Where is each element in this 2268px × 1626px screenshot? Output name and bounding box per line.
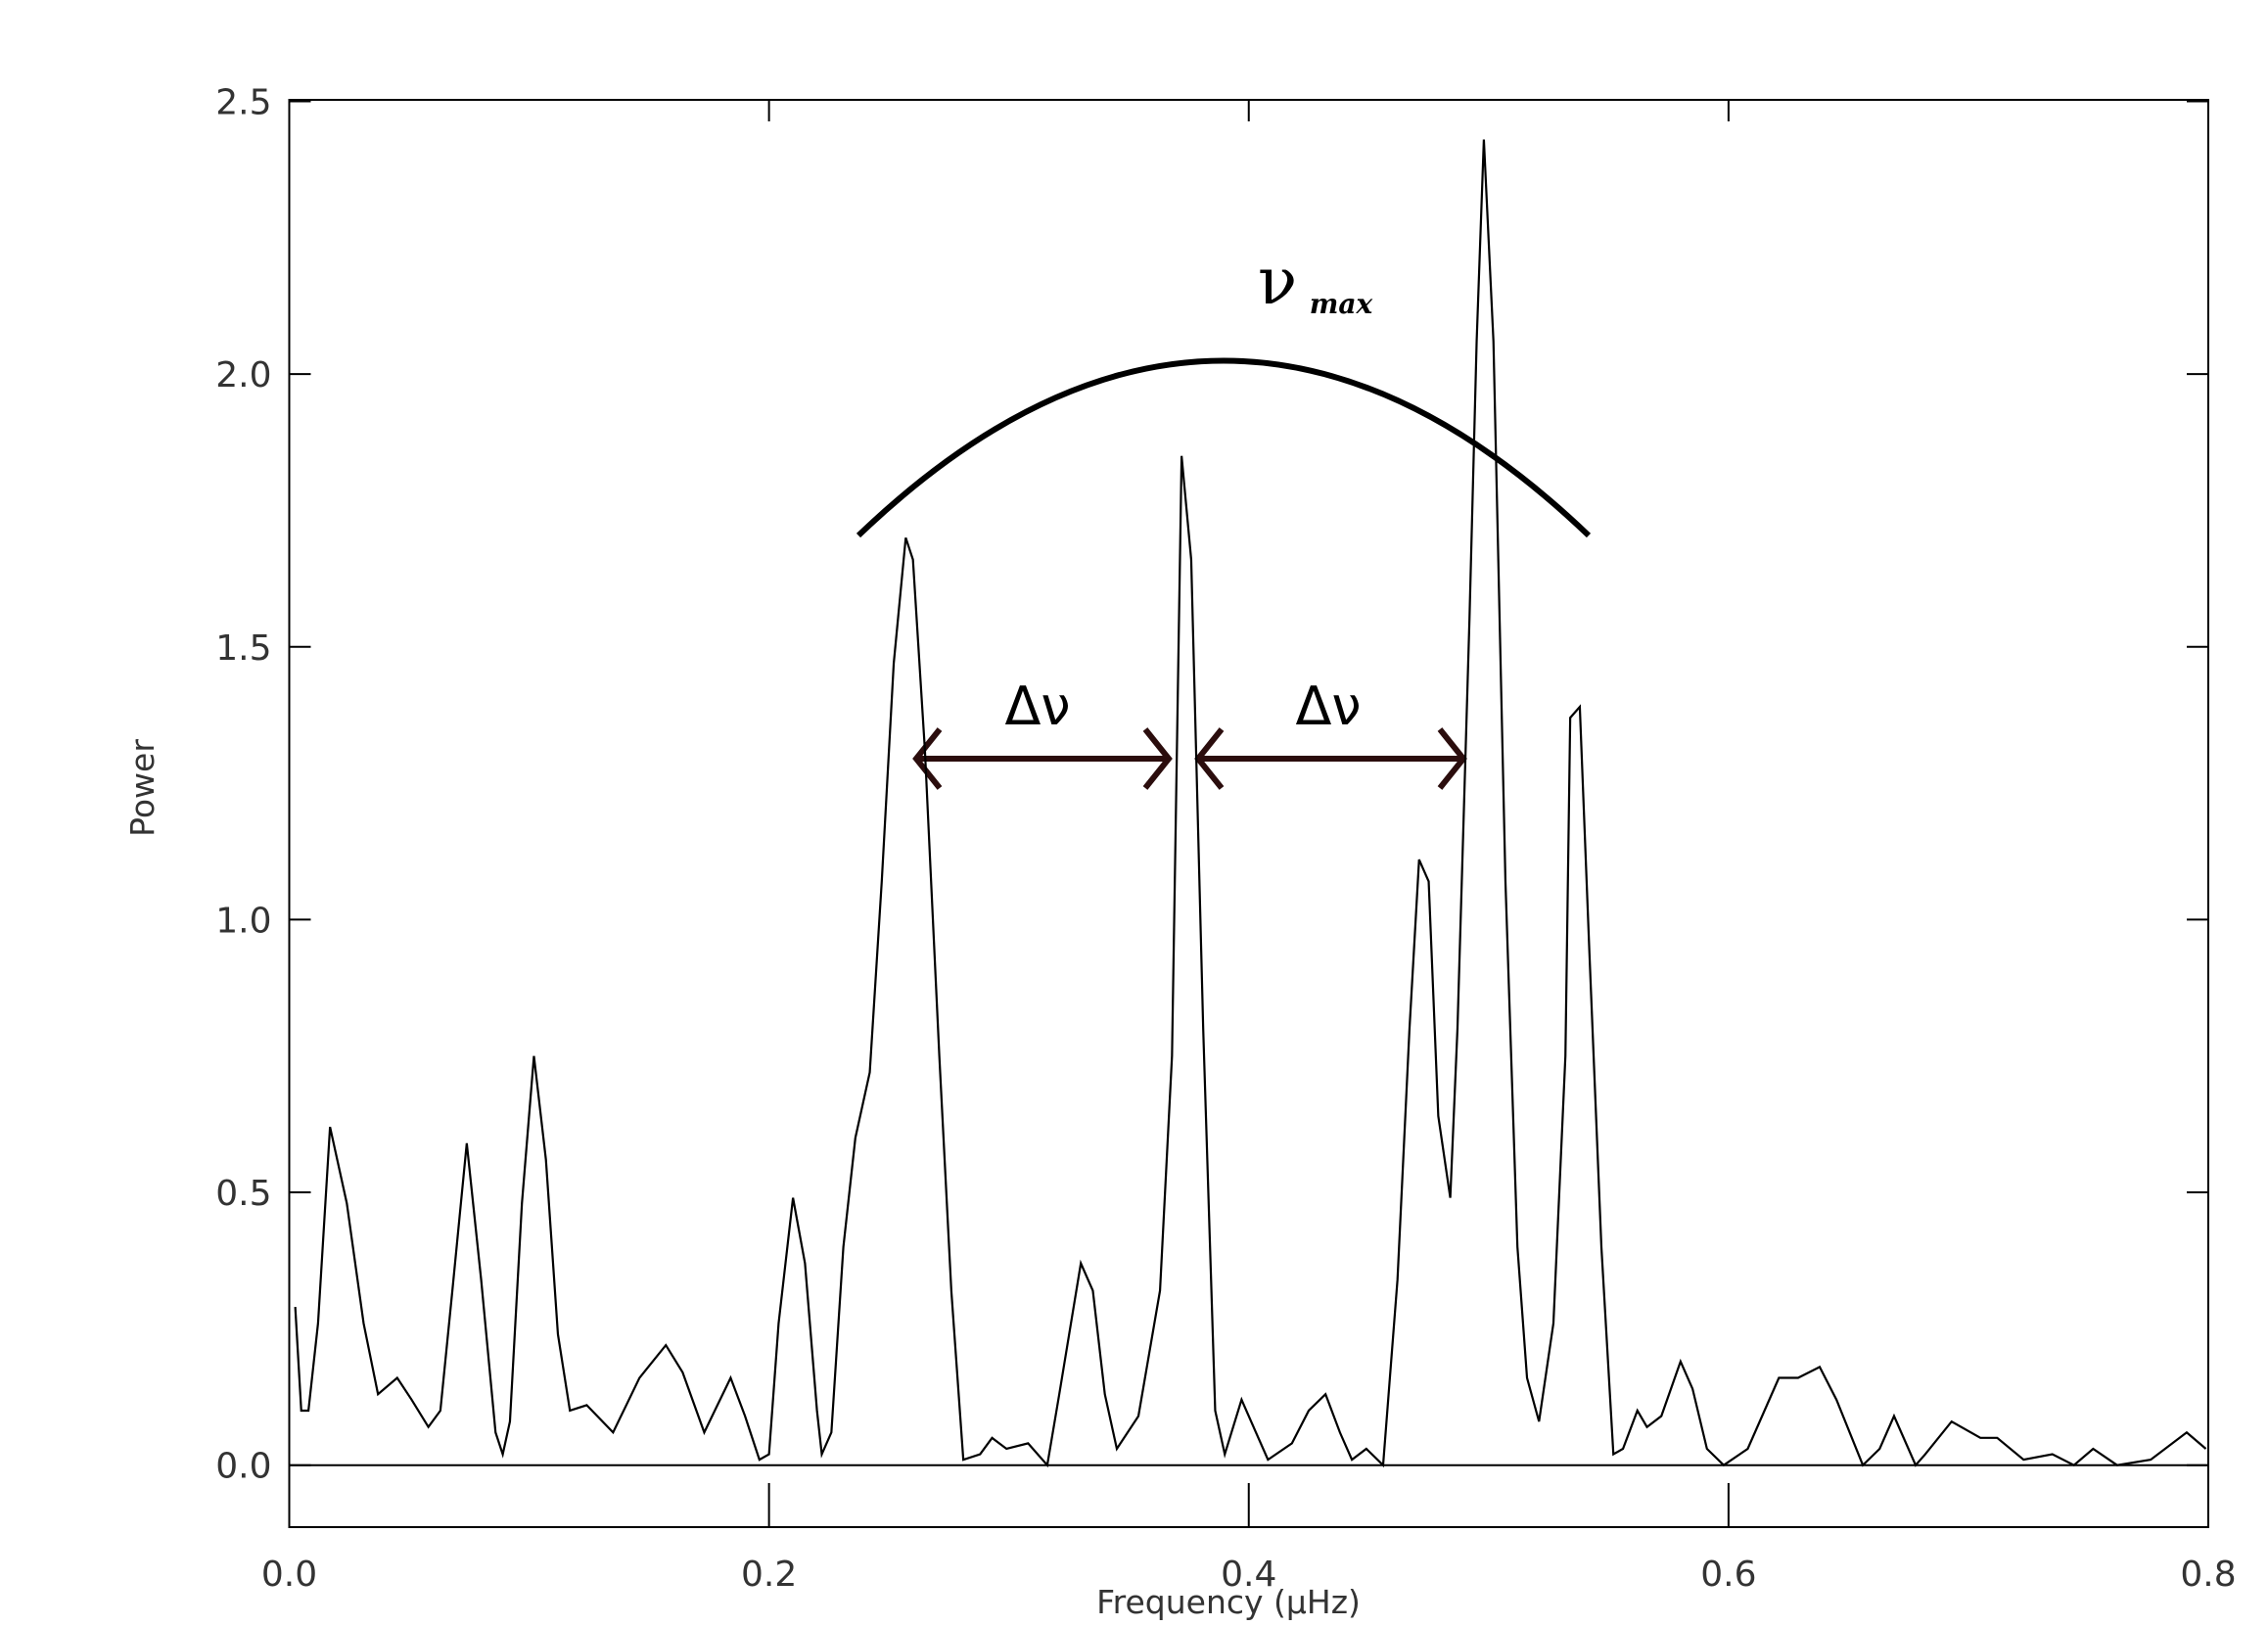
y-tick-label: 0.5 bbox=[215, 1174, 271, 1214]
y-tick-label: 1.5 bbox=[215, 628, 271, 669]
y-tick-label: 0.0 bbox=[215, 1447, 271, 1487]
plot-frame bbox=[288, 99, 2209, 1528]
line bbox=[294, 139, 2207, 1468]
annotation: Δν bbox=[1004, 675, 1070, 737]
annotation: Δν bbox=[1295, 675, 1361, 737]
spacing-arrows bbox=[912, 727, 1467, 790]
x-axis-label: Frequency (μHz) bbox=[1096, 1583, 1361, 1621]
x-tick-label: 0.8 bbox=[2180, 1555, 2236, 1595]
envelope-arc bbox=[856, 357, 1592, 538]
arrow-head bbox=[1142, 727, 1173, 790]
x-tick-label: 0.0 bbox=[261, 1555, 317, 1595]
y-tick-label: 1.0 bbox=[215, 901, 271, 941]
x-tick-label: 0.2 bbox=[741, 1555, 797, 1595]
annotation: max bbox=[1310, 288, 1373, 320]
arrow-head bbox=[1194, 727, 1225, 790]
y-tick-label: 2.5 bbox=[215, 83, 271, 123]
y-axis-label: Power bbox=[123, 739, 162, 837]
arrow-head bbox=[912, 727, 943, 790]
annotation: ν bbox=[1258, 244, 1297, 319]
y-tick-label: 2.0 bbox=[215, 355, 271, 395]
arrow-head bbox=[1437, 727, 1467, 790]
x-tick-label: 0.4 bbox=[1221, 1555, 1276, 1595]
x-tick-label: 0.6 bbox=[1700, 1555, 1756, 1595]
